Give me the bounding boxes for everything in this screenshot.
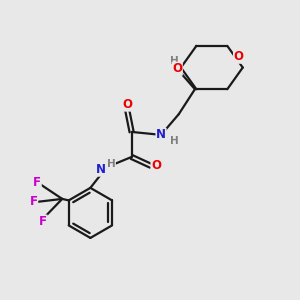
Text: F: F — [39, 215, 47, 228]
Text: F: F — [30, 195, 38, 208]
Text: N: N — [156, 128, 166, 141]
Text: O: O — [172, 62, 182, 75]
Text: F: F — [33, 176, 41, 189]
Text: H: H — [170, 136, 179, 146]
Text: H: H — [106, 159, 116, 169]
Text: H: H — [170, 56, 179, 66]
Text: O: O — [151, 159, 161, 172]
Text: N: N — [96, 163, 106, 176]
Text: O: O — [234, 50, 244, 63]
Text: O: O — [122, 98, 132, 111]
